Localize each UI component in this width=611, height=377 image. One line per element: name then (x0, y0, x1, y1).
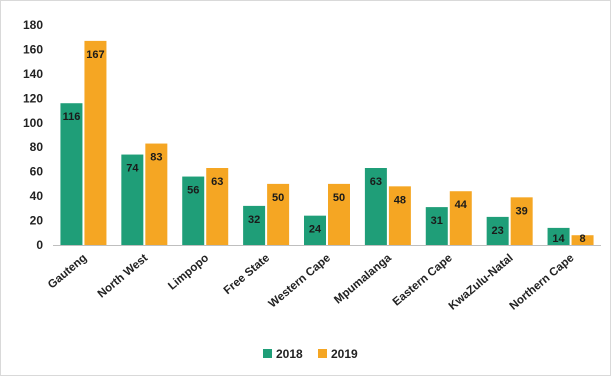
bar-2018-mpumalanga (364, 168, 387, 245)
x-tick-label: Limpopo (166, 252, 211, 292)
data-label: 56 (187, 185, 199, 197)
bar-2019-western-cape (328, 183, 350, 245)
legend-label: 2018 (276, 347, 303, 361)
y-tick-label: 20 (30, 214, 44, 228)
data-label: 83 (150, 152, 162, 164)
data-label: 167 (86, 49, 104, 61)
y-tick-label: 60 (30, 165, 44, 179)
bar-2019-gauteng (84, 40, 107, 246)
y-axis: 0 20 40 60 80 100 120 140 160 180 (23, 18, 43, 252)
data-label: 48 (394, 194, 406, 206)
x-tick-label: Western Cape (267, 252, 333, 310)
data-label: 74 (126, 163, 139, 175)
x-tick-label: Mpumalanga (332, 252, 394, 307)
x-tick-label: Free State (222, 252, 272, 297)
data-label: 50 (333, 192, 345, 204)
bar-2018-limpopo (182, 176, 205, 245)
y-tick-label: 0 (36, 238, 43, 252)
bar-2019-northern-cape (571, 235, 594, 245)
bar-2019-limpopo (206, 168, 229, 245)
data-label: 50 (272, 192, 284, 204)
x-tick-label: Eastern Cape (391, 252, 455, 308)
data-label: 44 (455, 199, 468, 211)
bar-2018-northern-cape (547, 227, 570, 245)
legend-label: 2019 (331, 347, 358, 361)
data-label: 63 (211, 176, 223, 188)
x-tick-label: KwaZulu-Natal (447, 252, 516, 313)
data-label: 31 (431, 215, 443, 227)
data-label: 39 (516, 205, 528, 217)
bars: 116 167 74 83 56 63 32 50 24 50 63 48 31 44 23 39 14 8 (60, 40, 594, 246)
x-tick-label: North West (96, 252, 151, 301)
bar-2019-north-west (145, 143, 168, 245)
data-label: 32 (248, 214, 260, 226)
data-label: 8 (579, 233, 585, 245)
y-tick-label: 140 (23, 67, 43, 81)
y-tick-label: 100 (23, 116, 43, 130)
legend-entry-2019: 2019 (318, 347, 358, 361)
data-label: 63 (370, 176, 382, 188)
y-tick-label: 40 (30, 189, 44, 203)
legend: 2018 2019 (263, 347, 358, 361)
data-label: 14 (552, 233, 565, 245)
bar-2018-eastern-cape (425, 207, 448, 245)
legend-entry-2018: 2018 (263, 347, 303, 361)
bar-2018-gauteng (60, 103, 83, 245)
x-tick-label: Gauteng (46, 252, 89, 291)
x-axis: Gauteng North West Limpopo Free StateWester… (46, 245, 601, 313)
bar-2019-eastern-cape (449, 191, 472, 245)
y-tick-label: 180 (23, 18, 43, 32)
bar-2018-north-west (121, 154, 144, 245)
y-tick-label: 160 (23, 42, 43, 56)
data-label: 24 (309, 224, 322, 236)
x-tick-label: Northern Cape (508, 252, 577, 313)
bar-2019-free-state (267, 183, 290, 245)
bar-2018-western-cape (304, 215, 326, 245)
data-label: 116 (63, 111, 81, 123)
bar-2018-kwazulu-natal (486, 216, 509, 245)
y-tick-label: 120 (23, 91, 43, 105)
bar-2019-kwazulu-natal (510, 197, 533, 245)
bar-2019-mpumalanga (388, 186, 411, 245)
legend-swatch (318, 349, 327, 358)
data-label: 23 (492, 225, 504, 237)
bar-2018-free-state (243, 205, 266, 245)
legend-swatch (263, 349, 272, 358)
y-tick-label: 80 (30, 140, 44, 154)
